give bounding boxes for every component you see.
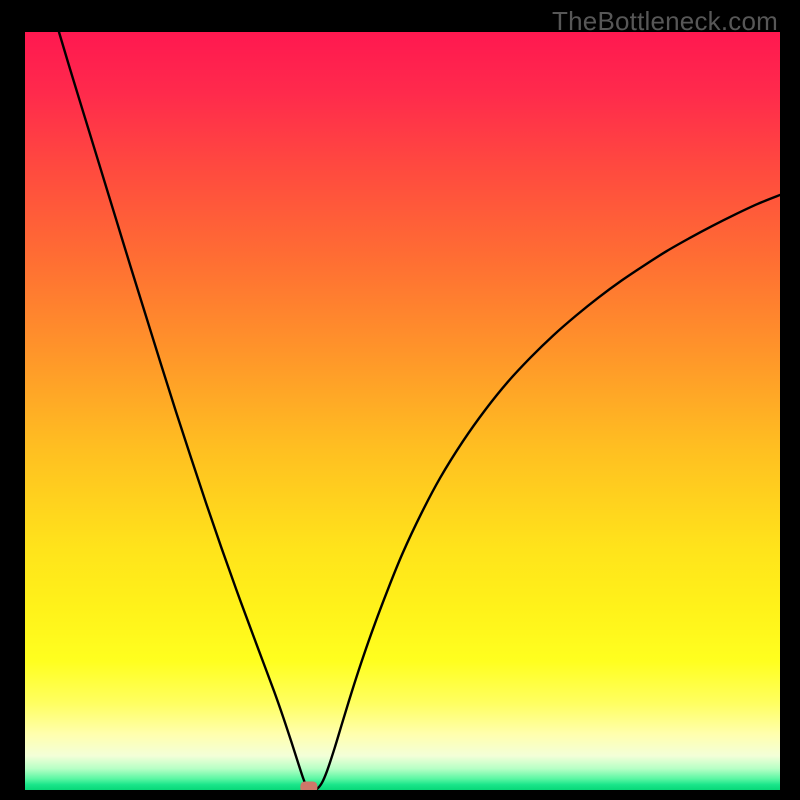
watermark-text: TheBottleneck.com bbox=[552, 6, 778, 37]
chart-plot-area bbox=[25, 32, 780, 790]
optimal-point-marker bbox=[300, 781, 317, 790]
bottleneck-chart bbox=[25, 32, 780, 790]
chart-background bbox=[25, 32, 780, 790]
